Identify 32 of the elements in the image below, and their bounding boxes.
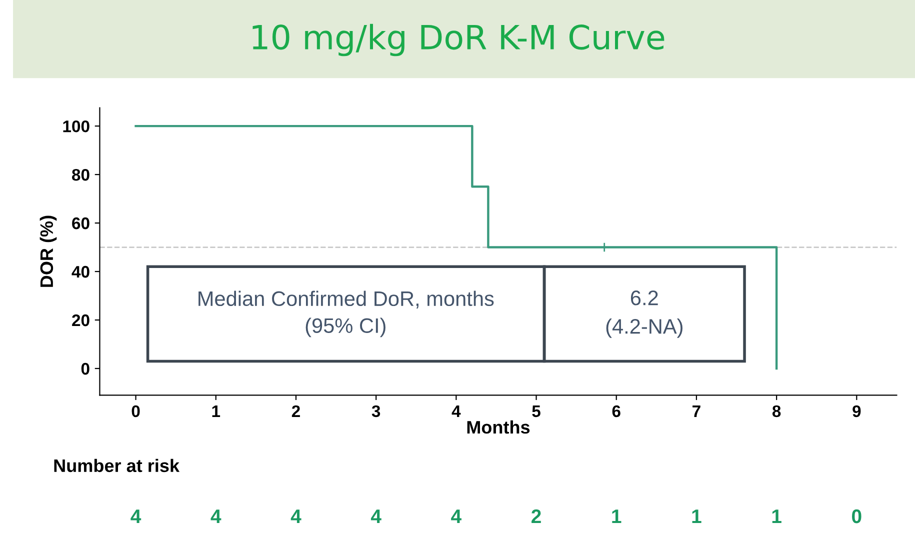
y-tick-label: 0 (81, 362, 90, 375)
y-tick-label: 40 (72, 266, 90, 278)
y-tick-label: 20 (72, 314, 90, 326)
x-tick-label: 2 (292, 405, 300, 417)
x-tick-label: 3 (372, 405, 380, 418)
x-axis-title: Months (467, 420, 530, 434)
x-tick-label: 7 (692, 405, 700, 417)
text: 1 (612, 510, 622, 524)
x-tick-label: 9 (852, 405, 861, 418)
x-tick-label: 1 (212, 405, 220, 417)
x-tick-label: 6 (612, 405, 620, 418)
x-tick-label: 0 (132, 405, 140, 418)
x-tick-label: 8 (772, 405, 781, 418)
text: 1 (772, 510, 782, 524)
x-tick-label: 5 (532, 405, 540, 418)
text: 4 (451, 510, 462, 524)
y-tick-label: 100 (63, 120, 90, 132)
x-tick-label: 4 (452, 405, 461, 417)
text: 0 (852, 509, 862, 524)
y-tick-label: 80 (72, 168, 90, 181)
text: 4 (130, 510, 142, 524)
text: 2 (532, 509, 541, 524)
annotation: Median Confirmed DoR, months (95% CI) (198, 290, 494, 338)
text: 4 (210, 510, 222, 524)
y-axis-title: DOR (%) (40, 216, 57, 287)
chart-title: 10 mg/kg DoR K-M Curve (252, 24, 664, 56)
text: 4 (370, 510, 382, 524)
text: 4 (290, 510, 302, 524)
text: 1 (692, 510, 702, 524)
y-tick-label: 60 (72, 217, 90, 230)
text: Number at risk (54, 458, 180, 472)
annotation: 6.2 (4.2-NA) (606, 290, 682, 338)
